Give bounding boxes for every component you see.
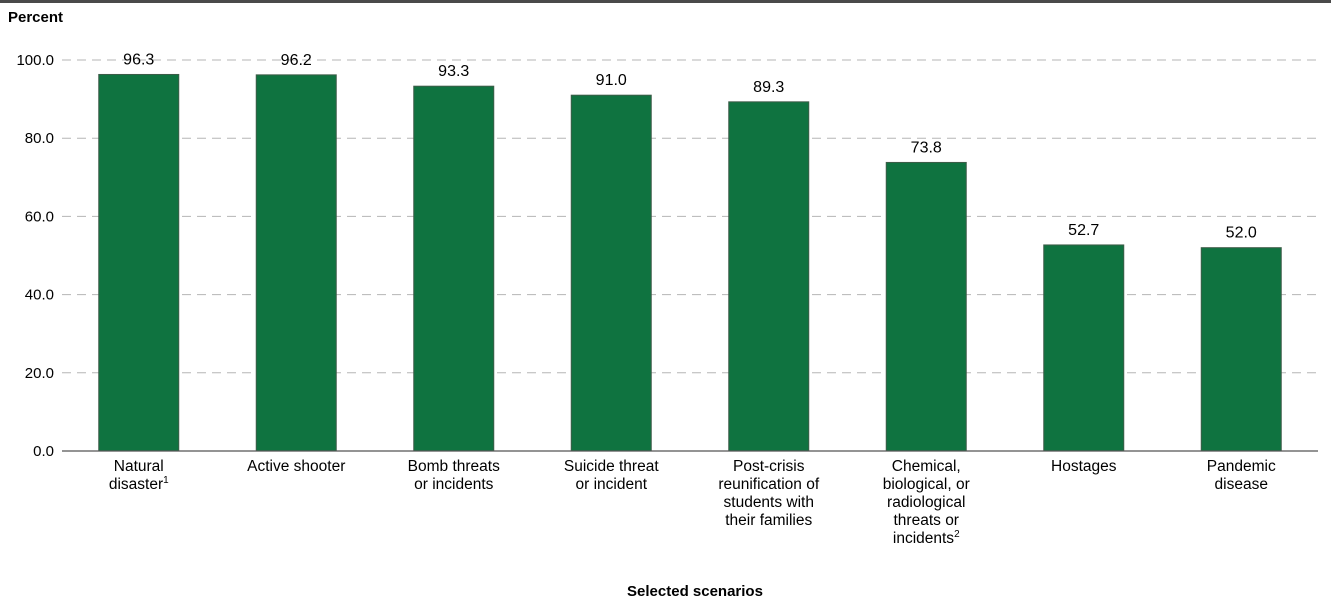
value-labels: 96.3 96.2 93.3 91.0 89.3 73.8 52.7 52.0: [123, 51, 1257, 241]
value-label: 96.3: [123, 51, 154, 68]
y-axis-ticks: 0.0 20.0 40.0 60.0 80.0 100.0: [16, 52, 54, 460]
value-label: 89.3: [753, 79, 784, 96]
x-axis-title: Selected scenarios: [627, 583, 763, 600]
category-label-line: Active shooter: [247, 458, 345, 475]
category-label-line: reunification of: [718, 476, 820, 493]
bar: [1200, 247, 1282, 452]
bar: [98, 73, 180, 452]
category-label-line: students with: [724, 494, 814, 511]
value-label: 52.7: [1068, 222, 1099, 239]
category-label-line: their families: [725, 512, 812, 529]
category-label-line: Suicide threat: [564, 458, 659, 475]
bar: [255, 74, 337, 452]
value-label: 52.0: [1226, 225, 1257, 242]
value-label: 73.8: [911, 139, 942, 156]
value-label: 93.3: [438, 63, 469, 80]
category-label-line: Chemical,: [892, 458, 961, 475]
y-axis-title: Percent: [8, 9, 63, 26]
y-tick-label: 60.0: [25, 208, 54, 225]
category-label: Hostages: [1051, 458, 1117, 475]
gridlines: [62, 59, 1318, 374]
bar: [1043, 244, 1125, 452]
value-label: 96.2: [281, 52, 312, 69]
category-label-line: incidents2: [893, 529, 960, 547]
y-tick-label: 0.0: [33, 443, 54, 460]
category-label-line: biological, or: [883, 476, 970, 493]
category-label: Chemical,biological, orradiologicalthrea…: [883, 458, 970, 547]
footnote-marker: 1: [163, 475, 169, 486]
bars: [98, 73, 1282, 452]
category-label-line: Bomb threats: [408, 458, 500, 475]
footnote-marker: 2: [954, 529, 960, 540]
category-label-line: Pandemic: [1207, 458, 1276, 475]
category-label-line: disease: [1215, 476, 1268, 493]
top-rule: [0, 0, 1331, 3]
category-label-line: or incidents: [414, 476, 494, 493]
category-label: Active shooter: [247, 458, 345, 475]
y-tick-label: 100.0: [16, 52, 54, 69]
bar: [413, 85, 495, 452]
category-label-line: Hostages: [1051, 458, 1117, 475]
category-label-line: Natural: [114, 458, 164, 475]
value-label: 91.0: [596, 72, 627, 89]
bar: [885, 161, 967, 452]
y-tick-label: 40.0: [25, 287, 54, 304]
y-tick-label: 80.0: [25, 130, 54, 147]
category-label-line: threats or: [894, 512, 959, 529]
bar: [570, 94, 652, 452]
category-label-line: radiological: [887, 494, 965, 511]
category-label-line: or incident: [575, 476, 647, 493]
category-label-line: disaster1: [109, 475, 169, 493]
y-tick-label: 20.0: [25, 365, 54, 382]
bar: [728, 101, 810, 452]
category-label-line: Post-crisis: [733, 458, 805, 475]
